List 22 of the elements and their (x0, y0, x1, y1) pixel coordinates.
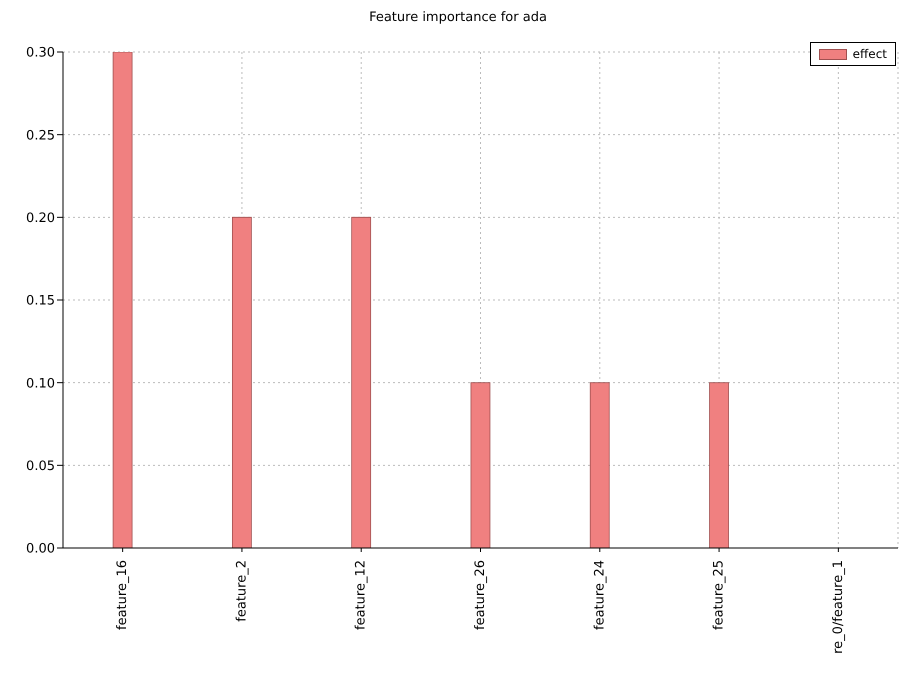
y-tick-label: 0.30 (26, 46, 55, 61)
legend-label: effect (852, 47, 887, 61)
y-tick-label: 0.25 (26, 128, 55, 144)
x-tick-label: feature_25 (712, 560, 727, 630)
y-tick-label: 0.20 (26, 210, 55, 226)
y-tick-label: 0.00 (26, 542, 55, 557)
bar (590, 382, 610, 548)
y-tick-label: 0.10 (26, 376, 55, 392)
x-tick-label: feature_2 (234, 560, 250, 622)
y-tick-label: 0.05 (26, 458, 55, 474)
x-tick-label: re_0/feature_1 (830, 560, 846, 654)
bar (709, 382, 729, 548)
chart-title: Feature importance for ada (368, 10, 548, 25)
bar (470, 382, 490, 548)
bar (112, 52, 132, 548)
y-tick-label: 0.15 (26, 294, 55, 309)
x-tick-label: feature_26 (473, 560, 488, 630)
x-tick-label: feature_24 (592, 560, 608, 630)
x-tick-label: feature_12 (354, 560, 369, 630)
bar (232, 216, 252, 548)
bar (351, 216, 372, 548)
x-tick-label: feature_16 (115, 560, 130, 630)
